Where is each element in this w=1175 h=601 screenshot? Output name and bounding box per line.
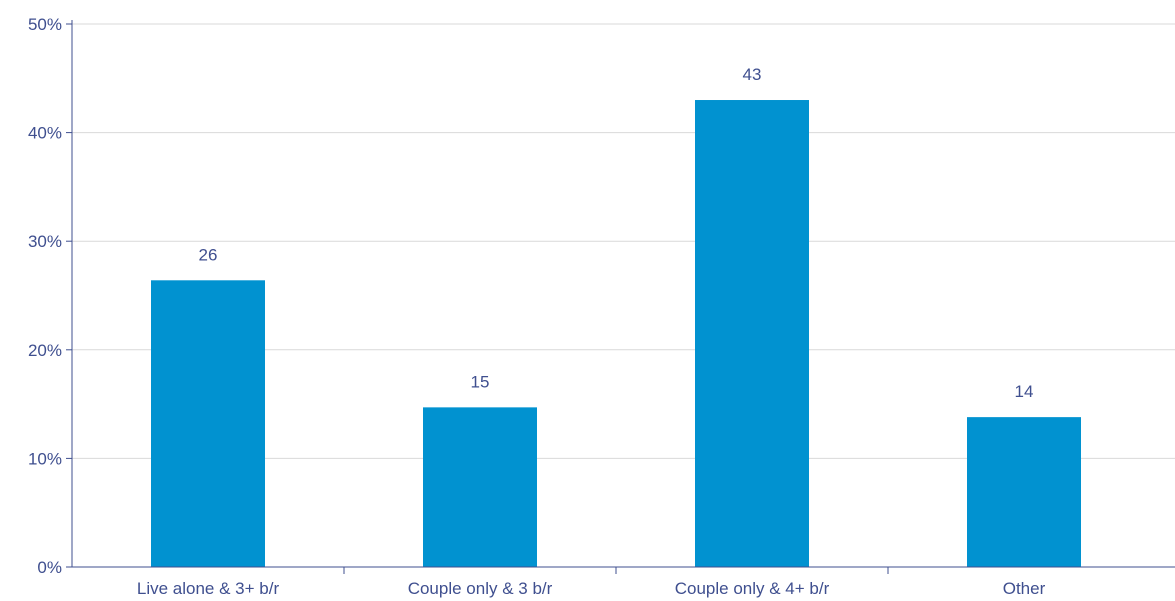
data-label: 15 [471,372,490,391]
x-category-label: Other [1003,579,1046,598]
bars [151,100,1081,568]
y-tick-label: 40% [28,124,62,143]
data-labels: 26 15 43 14 [199,65,1034,401]
x-axis-category-labels: Live alone & 3+ b/r Couple only & 3 b/r Co… [137,579,1046,598]
x-category-label: Couple only & 4+ b/r [675,579,830,598]
y-tick-label: 50% [28,15,62,34]
data-label: 14 [1015,382,1034,401]
y-tick-label: 30% [28,232,62,251]
data-label: 26 [199,245,218,264]
bar [423,407,537,567]
axes [66,20,1175,574]
y-axis-tick-labels: 0% 10% 20% 30% 40% 50% [28,15,62,577]
data-label: 43 [743,65,762,84]
y-tick-label: 10% [28,449,62,468]
bar [695,100,809,568]
y-tick-label: 0% [37,558,62,577]
bar [967,417,1081,567]
bar [151,280,265,567]
x-category-label: Live alone & 3+ b/r [137,579,280,598]
x-category-label: Couple only & 3 b/r [408,579,553,598]
y-tick-label: 20% [28,341,62,360]
